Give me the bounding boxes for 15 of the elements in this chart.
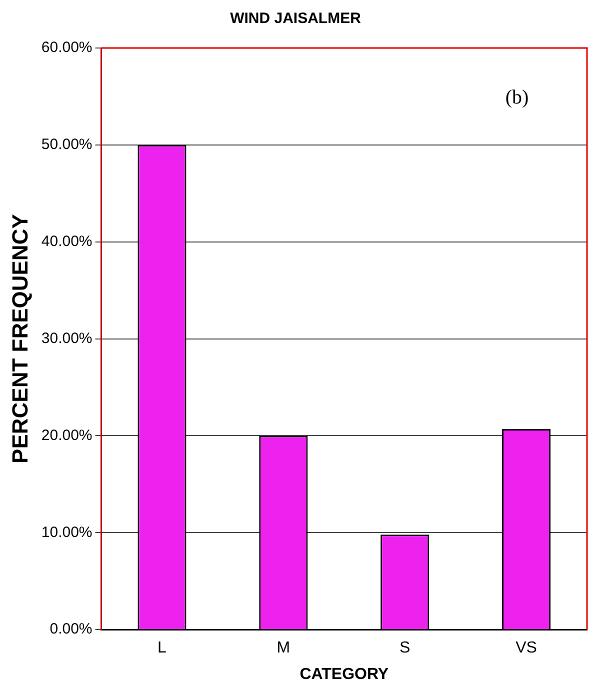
chart-title: WIND JAISALMER	[230, 10, 362, 28]
x-axis-title: CATEGORY	[300, 666, 389, 683]
x-tick-label: S	[400, 640, 410, 657]
y-tick-label: 50.00%	[41, 136, 92, 154]
annotation: (b)	[505, 86, 529, 108]
y-tick-label: 40.00%	[41, 233, 92, 250]
y-axis-title: PERCENT FREQUENCY	[7, 214, 32, 464]
y-tick-label: 20.00%	[41, 426, 92, 444]
x-tick-label: M	[276, 640, 290, 657]
y-tick-label: 10.00%	[41, 524, 92, 541]
y-tick-label: 60.00%	[41, 39, 92, 56]
y-tick-label: 30.00%	[41, 330, 92, 347]
y-tick-label: 0.00%	[50, 620, 92, 638]
x-tick-label: VS	[516, 640, 537, 657]
x-tick-label: L	[158, 640, 167, 657]
